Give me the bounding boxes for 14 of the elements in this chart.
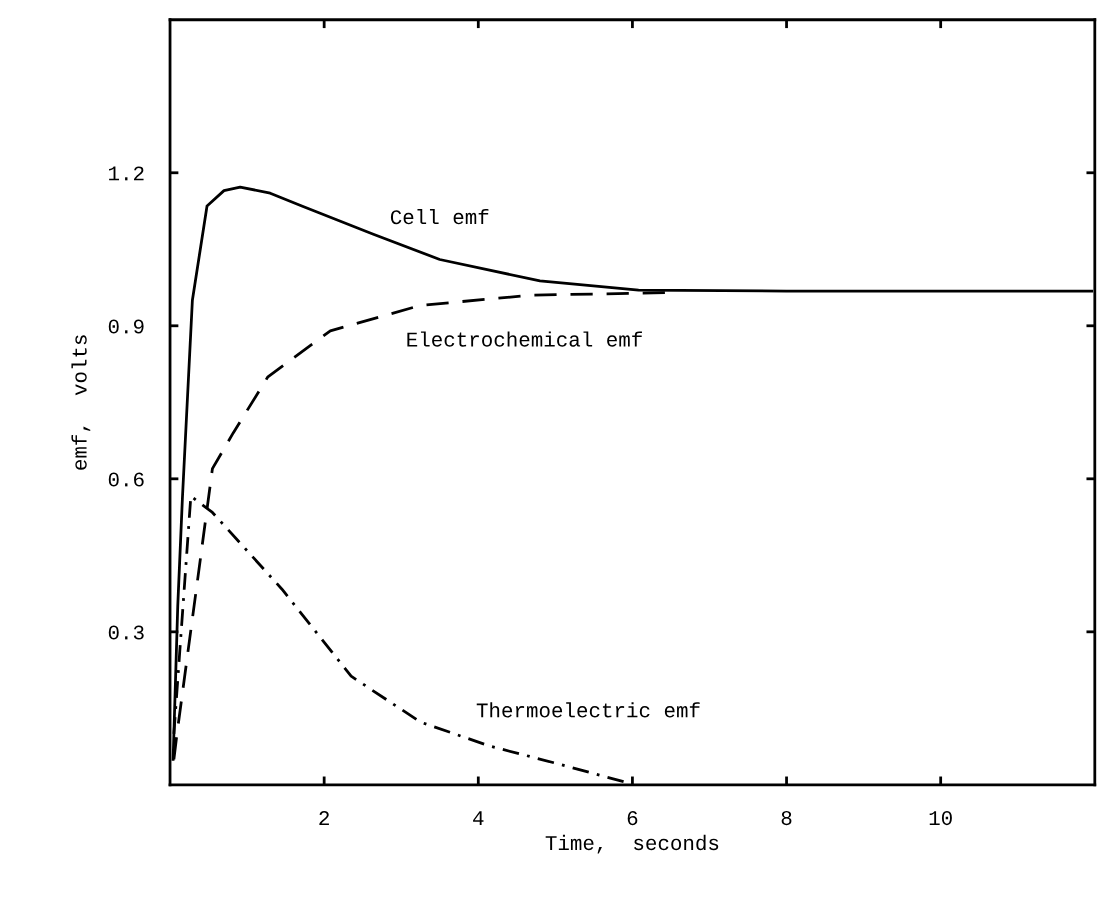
series-label: Electrochemical emf [407, 331, 642, 347]
series-label: Thermoelectric emf [476, 702, 700, 718]
x-axis-title: Time, seconds [545, 834, 719, 854]
x-tick-label: 8 [781, 811, 792, 826]
y-tick-label: 1.2 [109, 166, 144, 181]
x-tick-label: 6 [627, 811, 638, 826]
x-tick-label: 2 [319, 811, 329, 825]
x-tick-label: 4 [473, 811, 484, 825]
y-tick-label: 0.6 [108, 472, 144, 487]
y-axis-title: emf, volts [71, 335, 91, 470]
y-tick-label: 0.3 [108, 625, 144, 640]
x-tick-label: 10 [929, 811, 952, 826]
series-label: Cell emf [390, 208, 489, 225]
y-tick-label: 0.9 [108, 319, 144, 334]
